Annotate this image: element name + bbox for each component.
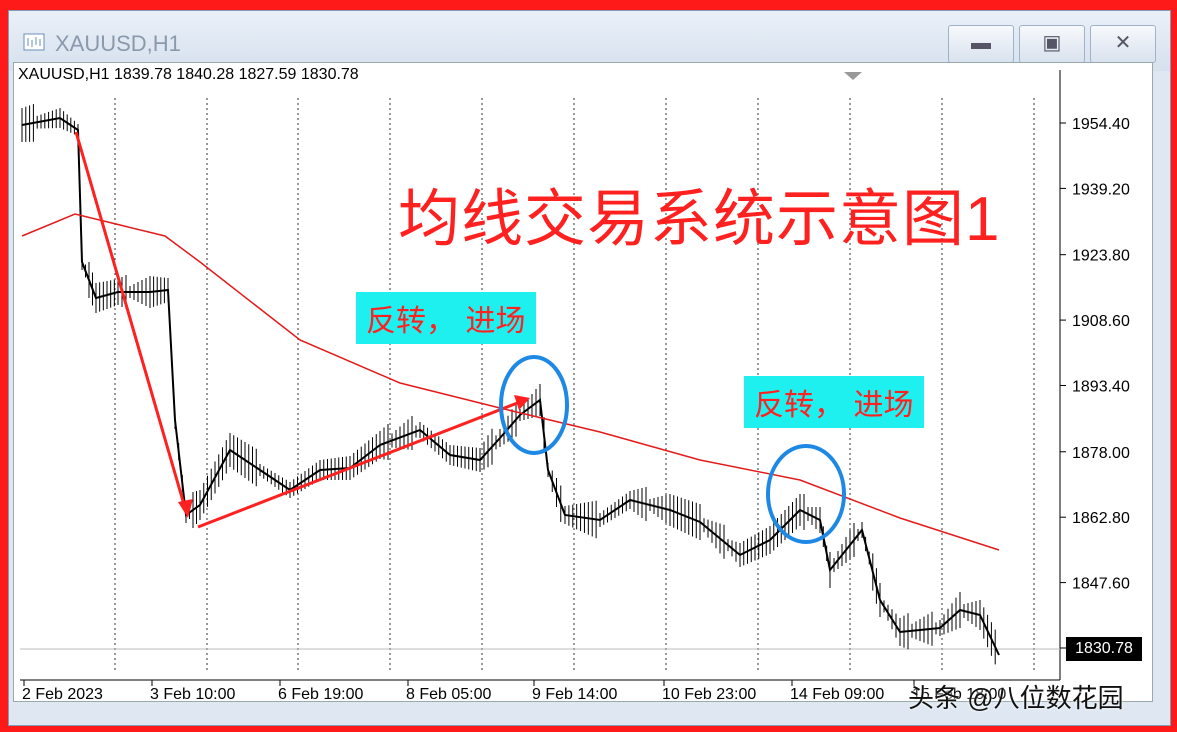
window-title: XAUUSD,H1 (55, 31, 181, 56)
y-tick-label-4: 1893.40 (1072, 379, 1130, 396)
overlay-title: 均线交易系统示意图1 (398, 185, 1001, 254)
down-trend-arrow (74, 131, 187, 509)
reversal-circle-1 (499, 355, 569, 455)
y-tick-label-6: 1862.80 (1072, 510, 1130, 527)
y-tick-label-3: 1908.60 (1072, 313, 1130, 330)
y-tick-label-2: 1923.80 (1072, 248, 1130, 265)
chart-shift-marker (844, 72, 862, 80)
maximize-button[interactable]: ▣ (1019, 25, 1085, 63)
close-button[interactable]: ✕ (1090, 25, 1156, 63)
x-tick-label-2: 6 Feb 19:00 (278, 686, 364, 703)
down-arrow-head (178, 499, 193, 518)
watermark: 头条 @八位数花园 (908, 683, 1124, 713)
reversal-circle-2 (766, 444, 846, 544)
moving-average-line (21, 213, 1000, 551)
x-tick-label-5: 10 Feb 23:00 (662, 686, 756, 703)
reversal-entry-label-1: 反转， 进场 (356, 292, 536, 344)
window-titlebar[interactable]: XAUUSD,H1 ▬ ▣ ✕ (9, 11, 1170, 71)
minimize-button[interactable]: ▬ (948, 25, 1014, 63)
up-arrow-head (514, 395, 530, 410)
x-tick-label-6: 14 Feb 09:00 (790, 686, 884, 703)
x-tick-label-7: 15 Feb 18:00 (912, 686, 1006, 703)
symbol-ohlc-info: XAUUSD,H1 1839.78 1840.28 1827.59 1830.7… (18, 66, 359, 83)
y-tick-label-5: 1878.00 (1072, 445, 1130, 462)
chart-area[interactable] (13, 62, 1153, 702)
y-tick-label-0: 1954.40 (1072, 116, 1130, 133)
y-tick-label-7: 1847.60 (1072, 576, 1130, 593)
x-tick-label-3: 8 Feb 05:00 (406, 686, 492, 703)
x-tick-label-1: 3 Feb 10:00 (150, 686, 236, 703)
up-trend-arrow (197, 400, 521, 529)
current-price-label: 1830.78 (1066, 637, 1142, 661)
price-line (21, 116, 1000, 656)
y-tick-label-1: 1939.20 (1072, 181, 1130, 198)
x-tick-label-4: 9 Feb 14:00 (532, 686, 618, 703)
chart-window-icon (23, 33, 45, 51)
x-tick-label-0: 2 Feb 2023 (22, 686, 103, 703)
reversal-entry-label-2: 反转， 进场 (744, 376, 924, 428)
